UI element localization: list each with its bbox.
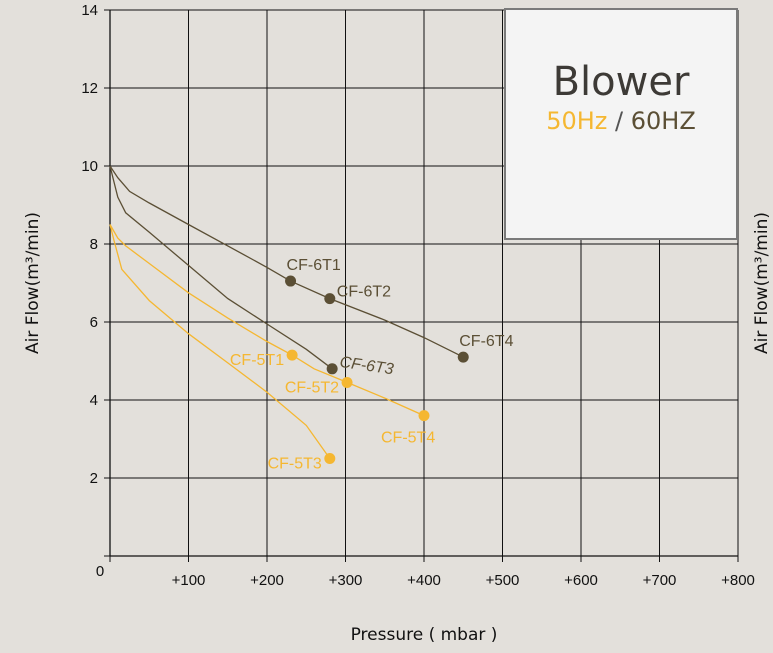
- legend-50hz: 50Hz: [546, 107, 608, 135]
- point-label-cf-5t4: CF-5T4: [381, 430, 435, 447]
- y-tick-label-2: 4: [90, 392, 98, 409]
- point-marker-cf-6t3: [326, 363, 338, 375]
- y-tick-label-3: 6: [90, 314, 98, 331]
- point-marker-cf-5t2: [341, 376, 353, 388]
- curve-0: [109, 165, 464, 358]
- y-tick-label-4: 8: [90, 236, 98, 253]
- y-tick-label-6: 12: [81, 80, 98, 97]
- y-tick-label-1: 2: [90, 470, 98, 487]
- legend-title: Blower: [552, 59, 690, 105]
- point-label-cf-5t3: CF-5T3: [268, 456, 322, 473]
- point-label-cf-6t4: CF-6T4: [459, 333, 513, 350]
- point-marker-cf-6t2: [324, 293, 336, 305]
- y-tick-label-5: 10: [81, 158, 98, 175]
- legend-frequency: 50Hz / 60HZ: [506, 106, 736, 136]
- x-axis-title: Pressure ( mbar ): [351, 625, 498, 645]
- point-marker-cf-5t4: [418, 410, 430, 422]
- point-label-cf-5t1: CF-5T1: [230, 352, 284, 369]
- curve-3: [109, 224, 331, 459]
- legend-box: Blower 50Hz / 60HZ: [504, 8, 738, 240]
- point-marker-cf-6t1: [285, 275, 297, 287]
- x-tick-label-8: +800: [721, 572, 755, 589]
- x-tick-label-7: +700: [643, 572, 677, 589]
- legend-separator: /: [607, 107, 631, 135]
- point-marker-cf-5t1: [286, 349, 298, 361]
- x-tick-label-1: +100: [172, 572, 206, 589]
- point-marker-cf-6t4: [457, 351, 469, 363]
- curve-2: [109, 224, 425, 417]
- x-tick-label-0: 0: [96, 563, 104, 580]
- grid-lines: [110, 9, 739, 556]
- x-tick-label-5: +500: [486, 572, 520, 589]
- y-axis-title-right: Air Flow(m³/min): [752, 212, 772, 354]
- point-marker-cf-5t3: [324, 453, 336, 464]
- axes: [104, 9, 739, 562]
- x-tick-label-4: +400: [407, 572, 441, 589]
- x-tick-label-6: +600: [564, 572, 598, 589]
- point-label-cf-5t2: CF-5T2: [285, 379, 339, 396]
- point-label-cf-6t2: CF-6T2: [337, 284, 391, 301]
- x-tick-labels: 0 +100 +200 +300 +400 +500 +600 +700 +800: [96, 563, 755, 589]
- y-axis-title-left: Air Flow(m³/min): [23, 212, 43, 354]
- x-tick-label-3: +300: [329, 572, 363, 589]
- performance-curves: [109, 165, 464, 459]
- curve-1: [109, 165, 333, 370]
- point-label-cf-6t1: CF-6T1: [287, 257, 341, 274]
- y-tick-label-7: 14: [81, 2, 98, 19]
- y-tick-labels: 2 4 6 8 10 12 14: [81, 2, 98, 487]
- legend-60hz: 60HZ: [630, 107, 696, 135]
- x-tick-label-2: +200: [250, 572, 284, 589]
